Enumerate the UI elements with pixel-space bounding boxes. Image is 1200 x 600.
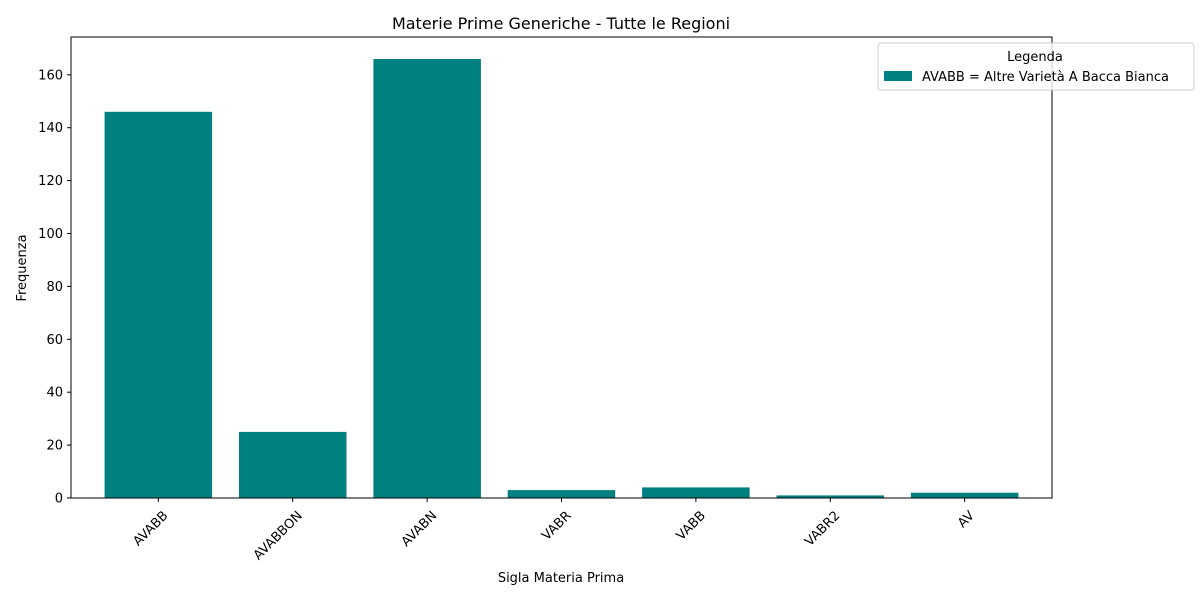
- bar-avabb: [104, 111, 213, 499]
- bar-vabb: [642, 487, 750, 498]
- legend-entry: AVABB = Altre Varietà A Bacca Bianca: [922, 70, 1169, 85]
- x-axis-title: Sigla Materia Prima: [498, 571, 624, 586]
- x-tick-label-av: AV: [955, 508, 978, 531]
- y-axis-title: Frequenza: [15, 234, 30, 301]
- plot-frame: [70, 36, 1053, 499]
- x-tick-label-avabn: AVABN: [399, 508, 440, 549]
- y-tick-label: 80: [46, 280, 63, 295]
- bar-avabbon: [239, 431, 347, 498]
- legend: Legenda AVABB = Altre Varietà A Bacca Bi…: [877, 42, 1195, 91]
- chart-title: Materie Prime Generiche - Tutte le Regio…: [392, 14, 730, 33]
- y-tick-label: 160: [38, 68, 63, 83]
- bar-avabn: [373, 59, 481, 498]
- x-axis: AVABB AVABBON AVABN VABR VABB VABR2 AV: [130, 498, 978, 563]
- y-tick-label: 60: [46, 333, 63, 348]
- bar-vabr: [507, 490, 616, 498]
- y-tick-label: 40: [46, 386, 63, 401]
- x-tick-label-avabbon: AVABBON: [251, 508, 306, 563]
- x-tick-label-vabr2: VABR2: [802, 508, 843, 549]
- y-axis: 0 20 40 60 80 100 120 140 160: [38, 68, 71, 507]
- y-tick-label: 20: [46, 439, 63, 454]
- x-tick-label-vabr: VABR: [539, 508, 574, 543]
- legend-box: [877, 42, 1195, 91]
- y-tick-label: 120: [38, 174, 63, 189]
- x-tick-label-vabb: VABB: [674, 508, 709, 543]
- y-tick-label: 100: [38, 227, 63, 242]
- y-tick-label: 140: [38, 121, 63, 136]
- bars: [104, 59, 1019, 499]
- legend-swatch: [884, 71, 912, 81]
- bar-av: [910, 492, 1019, 498]
- x-tick-label-avabb: AVABB: [130, 508, 171, 549]
- y-tick-label: 0: [55, 492, 63, 507]
- legend-title: Legenda: [1007, 50, 1063, 65]
- bar-vabr2: [776, 495, 884, 498]
